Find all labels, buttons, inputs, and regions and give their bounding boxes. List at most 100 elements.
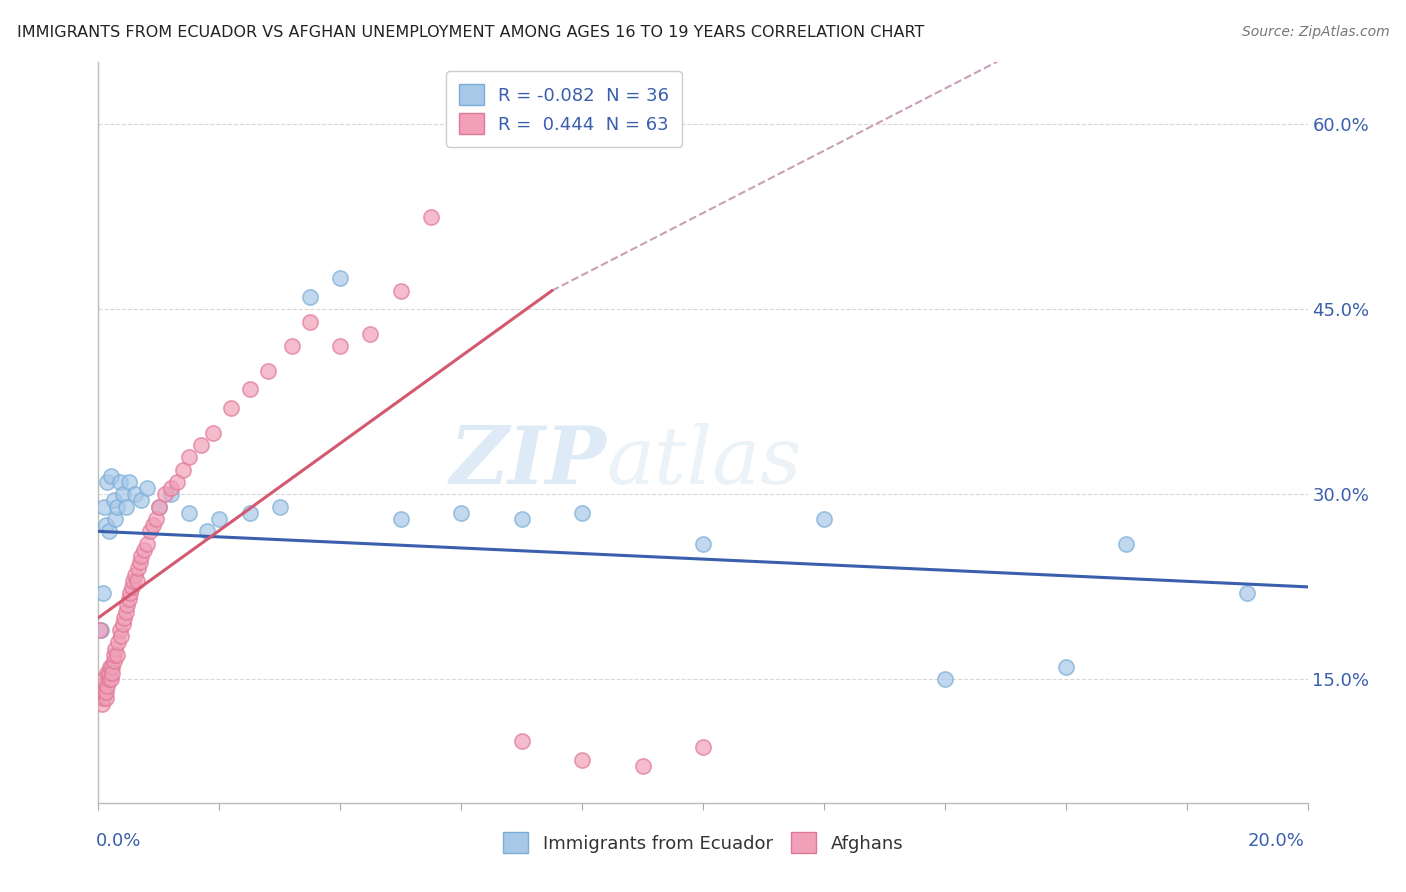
- Point: [179, 506, 201, 520]
- Point: [90, 679, 112, 693]
- Point: [299, 314, 322, 328]
- Point: [329, 339, 352, 353]
- Point: [118, 475, 141, 489]
- Point: [115, 599, 138, 613]
- Point: [631, 758, 654, 772]
- Point: [104, 512, 127, 526]
- Point: [692, 536, 714, 550]
- Point: [100, 673, 122, 687]
- Point: [96, 475, 118, 489]
- Point: [135, 481, 157, 495]
- Point: [420, 210, 443, 224]
- Point: [129, 493, 152, 508]
- Point: [105, 500, 128, 514]
- Point: [98, 660, 121, 674]
- Point: [108, 475, 131, 489]
- Point: [118, 586, 141, 600]
- Point: [1236, 586, 1258, 600]
- Point: [934, 673, 956, 687]
- Point: [692, 740, 714, 755]
- Point: [108, 623, 131, 637]
- Point: [93, 685, 115, 699]
- Point: [269, 500, 291, 514]
- Point: [195, 524, 218, 539]
- Point: [98, 666, 121, 681]
- Point: [103, 648, 125, 662]
- Point: [91, 685, 114, 699]
- Point: [389, 512, 412, 526]
- Point: [110, 629, 132, 643]
- Point: [389, 284, 412, 298]
- Point: [208, 512, 231, 526]
- Point: [127, 561, 149, 575]
- Point: [100, 660, 122, 674]
- Point: [121, 580, 143, 594]
- Point: [160, 487, 183, 501]
- Point: [111, 616, 134, 631]
- Point: [96, 666, 118, 681]
- Point: [166, 475, 188, 489]
- Text: 20.0%: 20.0%: [1249, 832, 1305, 850]
- Point: [160, 481, 183, 495]
- Point: [93, 500, 115, 514]
- Point: [329, 271, 352, 285]
- Point: [360, 326, 382, 341]
- Point: [122, 574, 145, 588]
- Point: [111, 487, 134, 501]
- Legend: Immigrants from Ecuador, Afghans: Immigrants from Ecuador, Afghans: [492, 822, 914, 864]
- Point: [132, 542, 155, 557]
- Text: ZIP: ZIP: [450, 424, 606, 501]
- Point: [256, 364, 278, 378]
- Point: [135, 536, 157, 550]
- Point: [91, 697, 114, 711]
- Point: [813, 512, 835, 526]
- Point: [571, 506, 593, 520]
- Point: [114, 500, 136, 514]
- Point: [510, 734, 533, 748]
- Point: [103, 493, 125, 508]
- Point: [1115, 536, 1137, 550]
- Point: [101, 666, 124, 681]
- Point: [97, 673, 120, 687]
- Point: [145, 512, 167, 526]
- Point: [510, 512, 533, 526]
- Point: [96, 685, 118, 699]
- Point: [98, 524, 121, 539]
- Point: [112, 610, 135, 624]
- Point: [124, 487, 146, 501]
- Point: [107, 635, 129, 649]
- Point: [571, 753, 593, 767]
- Point: [221, 401, 243, 415]
- Point: [93, 673, 115, 687]
- Point: [153, 487, 176, 501]
- Text: Source: ZipAtlas.com: Source: ZipAtlas.com: [1241, 25, 1389, 39]
- Point: [91, 586, 114, 600]
- Text: atlas: atlas: [606, 424, 801, 501]
- Point: [129, 549, 152, 563]
- Point: [148, 500, 170, 514]
- Point: [128, 555, 150, 569]
- Text: 0.0%: 0.0%: [96, 832, 141, 850]
- Point: [100, 468, 122, 483]
- Point: [125, 574, 148, 588]
- Point: [1054, 660, 1077, 674]
- Point: [91, 690, 114, 705]
- Point: [114, 605, 136, 619]
- Point: [239, 383, 262, 397]
- Point: [103, 654, 125, 668]
- Point: [239, 506, 262, 520]
- Point: [94, 690, 117, 705]
- Point: [118, 592, 141, 607]
- Point: [202, 425, 225, 440]
- Point: [96, 679, 118, 693]
- Point: [142, 518, 165, 533]
- Point: [179, 450, 201, 465]
- Point: [89, 623, 111, 637]
- Point: [104, 641, 127, 656]
- Point: [450, 506, 472, 520]
- Point: [139, 524, 162, 539]
- Text: IMMIGRANTS FROM ECUADOR VS AFGHAN UNEMPLOYMENT AMONG AGES 16 TO 19 YEARS CORRELA: IMMIGRANTS FROM ECUADOR VS AFGHAN UNEMPL…: [17, 25, 924, 40]
- Point: [124, 567, 146, 582]
- Point: [299, 290, 322, 304]
- Point: [148, 500, 170, 514]
